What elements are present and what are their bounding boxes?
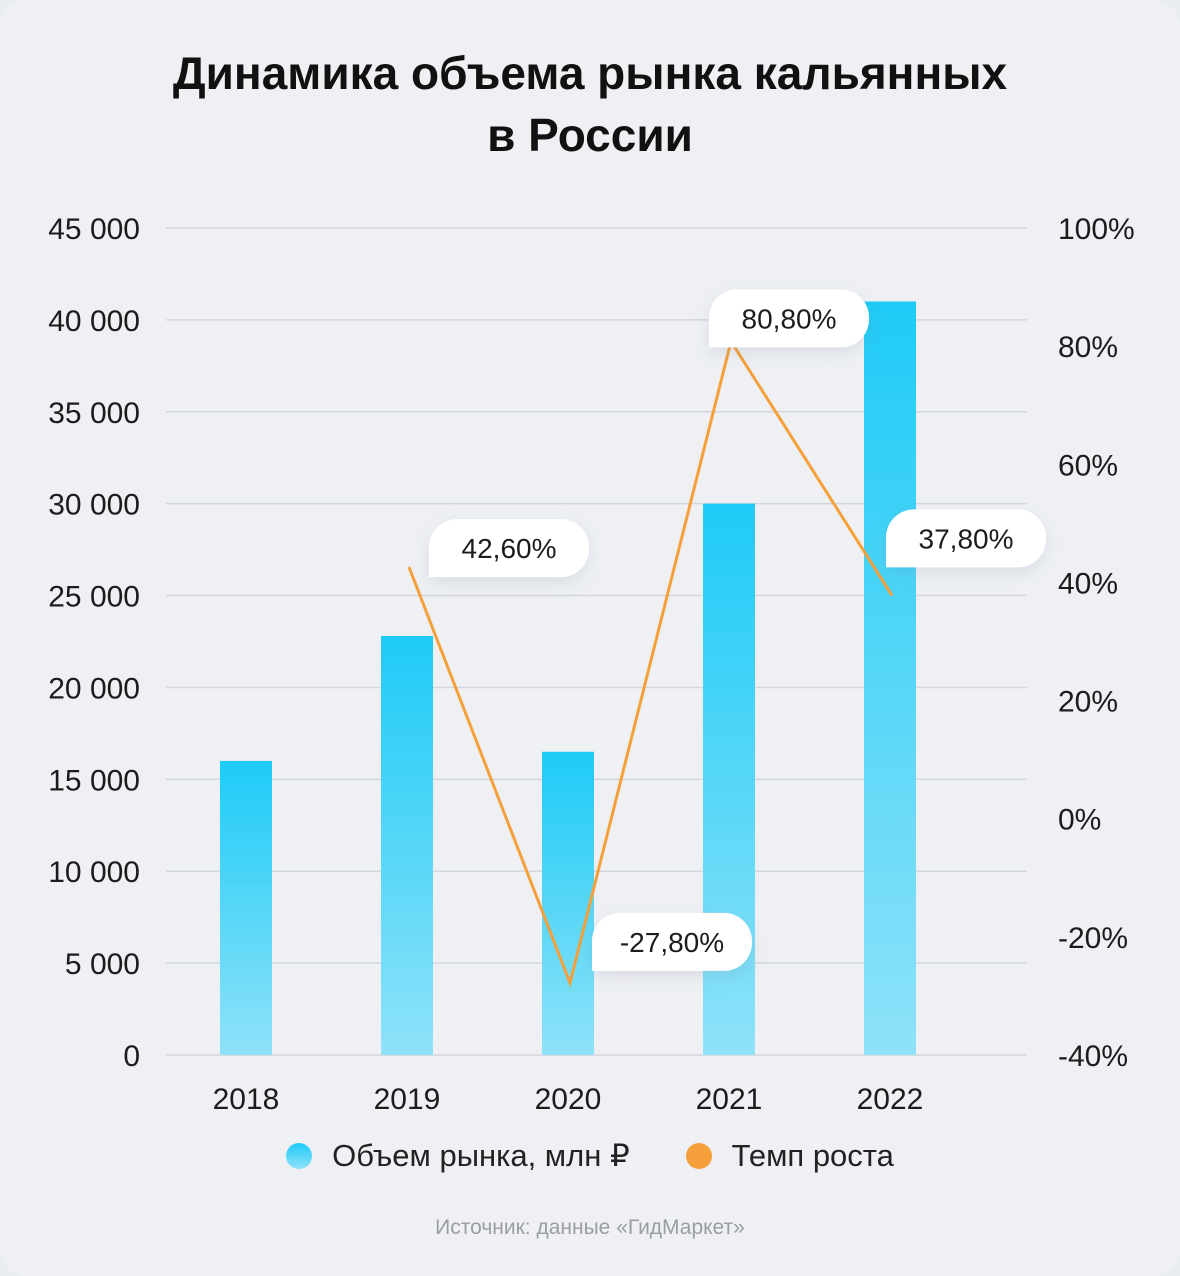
bar-2021 bbox=[703, 503, 755, 1056]
y-right-tick-label: 100% bbox=[1058, 213, 1135, 246]
data-label: -27,80% bbox=[620, 927, 724, 958]
data-label-background bbox=[592, 912, 752, 971]
y-right-tick-label: -40% bbox=[1058, 1040, 1128, 1073]
y-right-tick-label: 60% bbox=[1058, 449, 1118, 482]
chart-legend: Объем рынка, млн ₽ Темп роста bbox=[0, 1138, 1180, 1174]
legend-swatch-volume bbox=[286, 1143, 313, 1169]
bar-2019 bbox=[381, 635, 433, 1055]
data-label-background bbox=[429, 519, 589, 578]
y-left-tick-label: 20 000 bbox=[48, 672, 140, 705]
y-left-tick-label: 10 000 bbox=[48, 856, 140, 889]
legend-label-growth: Темп роста bbox=[731, 1138, 894, 1173]
data-label: 42,60% bbox=[462, 533, 557, 564]
data-label: 37,80% bbox=[919, 523, 1014, 554]
legend-item-volume: Объем рынка, млн ₽ bbox=[286, 1138, 630, 1174]
y-right-tick-label: 20% bbox=[1058, 686, 1118, 719]
y-left-tick-label: 15 000 bbox=[48, 764, 140, 797]
data-label-background bbox=[709, 289, 869, 348]
y-left-tick-label: 35 000 bbox=[48, 397, 140, 430]
y-left-tick-label: 5 000 bbox=[65, 948, 140, 981]
y-left-tick-label: 40 000 bbox=[48, 305, 140, 338]
y-right-tick-label: -20% bbox=[1058, 922, 1128, 955]
data-label-bubble: 42,60% bbox=[429, 519, 589, 578]
title-line-1: Динамика объема рынка кальянных bbox=[172, 47, 1008, 99]
bar-2020 bbox=[542, 751, 594, 1055]
data-label-background bbox=[886, 509, 1046, 568]
x-tick-label: 2018 bbox=[213, 1083, 280, 1116]
bar-2018 bbox=[220, 760, 272, 1055]
x-tick-label: 2019 bbox=[374, 1083, 441, 1116]
data-label-bubble: 37,80% bbox=[886, 509, 1046, 568]
data-label-bubble: -27,80% bbox=[592, 912, 752, 971]
growth-line bbox=[407, 337, 894, 988]
x-tick-label: 2021 bbox=[696, 1083, 763, 1116]
x-tick-label: 2022 bbox=[857, 1083, 924, 1116]
legend-swatch-growth bbox=[685, 1143, 712, 1169]
data-label: 80,80% bbox=[742, 303, 837, 334]
data-label-bubble: 80,80% bbox=[709, 289, 869, 348]
legend-item-growth: Темп роста bbox=[685, 1138, 894, 1174]
y-right-tick-label: 80% bbox=[1058, 331, 1118, 364]
source-note: Источник: данные «ГидМаркет» bbox=[435, 1216, 745, 1239]
x-tick-label: 2020 bbox=[535, 1083, 602, 1116]
bar-2022 bbox=[864, 301, 916, 1055]
y-right-tick-label: 0% bbox=[1058, 804, 1101, 837]
y-right-tick-label: 40% bbox=[1058, 567, 1118, 600]
y-left-tick-label: 25 000 bbox=[48, 581, 140, 614]
title-line-2: в России bbox=[487, 109, 693, 161]
chart-title: Динамика объема рынка кальянных в России bbox=[0, 42, 1180, 166]
y-left-tick-label: 45 000 bbox=[48, 213, 140, 246]
legend-label-volume: Объем рынка, млн ₽ bbox=[332, 1138, 630, 1173]
y-left-tick-label: 0 bbox=[123, 1040, 140, 1073]
y-left-tick-label: 30 000 bbox=[48, 489, 140, 522]
